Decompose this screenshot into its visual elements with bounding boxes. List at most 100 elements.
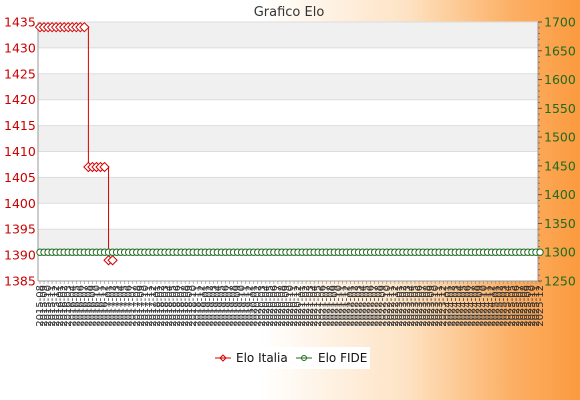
x-tick-label: 2016-08	[83, 285, 94, 327]
x-tick-label: 2017-01	[104, 285, 115, 327]
left-tick-label: 1405	[4, 170, 36, 185]
x-tick-label: 2025-05	[507, 285, 518, 327]
x-tick-label: 2018-06	[172, 285, 183, 327]
x-tick-label: 2022-07	[370, 285, 381, 327]
x-tick-label: 2022-01	[345, 285, 356, 327]
x-tick-label: 2024-09	[475, 285, 486, 327]
legend-box	[210, 347, 370, 369]
x-tick-label: 2024-10	[479, 285, 490, 327]
x-tick-label: 2020-08	[277, 285, 288, 327]
series-layer	[34, 21, 544, 266]
right-tick-label: 1450	[544, 158, 576, 173]
series-elo-fide	[36, 248, 544, 256]
x-tick-label: 2020-12	[293, 285, 304, 327]
legend-marker-elo-fide	[301, 355, 307, 361]
plot-band	[38, 22, 538, 48]
x-tick-label: 2019-05	[216, 285, 227, 327]
x-tick-label: 2025-08	[519, 285, 530, 327]
x-tick-label: 2024-12	[487, 285, 498, 327]
x-tick-label: 2024-05	[458, 285, 469, 327]
right-tick-label: 1650	[544, 43, 576, 58]
x-tick-label: 2023-03	[402, 285, 413, 327]
data-point-elo-italia	[79, 21, 90, 33]
left-tick-label: 1410	[4, 144, 36, 159]
x-tick-label: 2018-08	[180, 285, 191, 327]
x-tick-label: 2022-12	[390, 285, 401, 327]
right-tick-label: 1300	[544, 245, 576, 260]
left-tick-label: 1420	[4, 92, 36, 107]
x-tick-label: 2023-10	[430, 285, 441, 327]
x-tick-label: 2018-09	[184, 285, 195, 327]
x-tick-label: 2025-01	[491, 285, 502, 327]
left-axis-ticks: 1385 1390 1395 1400 1405 1410 1415 1420 1425 1430…	[4, 15, 36, 289]
x-tick-label: 2016-09	[87, 285, 98, 327]
left-tick-label: 1435	[4, 15, 36, 30]
x-tick-label: 2017-11	[144, 285, 155, 327]
x-tick-label: 2024-01	[442, 285, 453, 327]
x-tick-label: 2016-11	[95, 285, 106, 327]
x-tick-label: 2024-11	[483, 285, 494, 327]
x-tick-label: 2020-04	[261, 285, 272, 327]
x-tick-label: 2022-08	[374, 285, 385, 327]
x-tick-label: 2021-03	[305, 285, 316, 327]
right-tick-label: 1350	[544, 216, 576, 231]
x-tick-label: 2019-07	[225, 285, 236, 327]
x-tick-label: 2018-07	[176, 285, 187, 327]
x-tick-label: 2017-03	[112, 285, 123, 327]
x-tick-label: 2018-10	[188, 285, 199, 327]
x-tick-label: 2018-05	[168, 285, 179, 327]
x-tick-label: 2020-09	[281, 285, 292, 327]
x-tick-label: 2019-01	[200, 285, 211, 327]
x-tick-label: 2024-06	[462, 285, 473, 327]
x-tick-label: 2021-06	[317, 285, 328, 327]
legend: Elo Italia Elo FIDE	[210, 347, 370, 369]
x-tick-label: 2016-12	[100, 285, 111, 327]
legend-label-elo-fide: Elo FIDE	[318, 351, 367, 365]
x-tick-label: 2021-07	[321, 285, 332, 327]
x-tick-label: 2023-12	[438, 285, 449, 327]
x-tick-label: 2023-05	[410, 285, 421, 327]
x-tick-label: 2025-02	[495, 285, 506, 327]
x-tick-label: 2016-04	[67, 285, 78, 327]
x-tick-label: 2023-06	[414, 285, 425, 327]
x-tick-label: 2021-05	[313, 285, 324, 327]
legend-label-elo-italia: Elo Italia	[236, 351, 288, 365]
x-tick-label: 2021-12	[341, 285, 352, 327]
x-tick-label: 2020-06	[269, 285, 280, 327]
x-tick-label: 2018-04	[164, 285, 175, 327]
x-tick-label: 2021-10	[333, 285, 344, 327]
x-tick-label: 2021-02	[301, 285, 312, 327]
x-tick-label: 2017-05	[120, 285, 131, 327]
x-tick-label: 2025-10	[527, 285, 538, 327]
x-tick-label: 2015-10	[43, 285, 54, 327]
x-tick-label: 2024-08	[470, 285, 481, 327]
right-tick-label: 1400	[544, 187, 576, 202]
x-tick-label: 2019-11	[241, 285, 252, 327]
x-tick-label: 2023-07	[418, 285, 429, 327]
x-tick-label: 2022-10	[382, 285, 393, 327]
right-tick-label: 1500	[544, 130, 576, 145]
x-tick-label: 2019-03	[208, 285, 219, 327]
x-tick-label: 2018-11	[192, 285, 203, 327]
x-tick-label: 2025-11	[531, 285, 542, 327]
x-tick-label: 2025-06	[511, 285, 522, 327]
x-tick-label: 2017-02	[108, 285, 119, 327]
right-axis-ticks: 1250 1300 1350 1400 1450 1500 1550 1600 1650 1700	[538, 15, 576, 289]
x-tick-label: 2022-09	[378, 285, 389, 327]
x-tick-label: 2020-05	[265, 285, 276, 327]
x-tick-label: 2023-09	[426, 285, 437, 327]
x-tick-label: 2016-06	[75, 285, 86, 327]
x-tick-label: 2017-04	[116, 285, 127, 327]
data-point-elo-italia	[107, 255, 118, 266]
x-tick-label: 2018-01	[152, 285, 163, 327]
x-tick-label: 2021-01	[297, 285, 308, 327]
left-tick-label: 1430	[4, 40, 36, 55]
grid-lines	[37, 21, 539, 282]
x-tick-label: 2020-11	[289, 285, 300, 327]
left-tick-label: 1415	[4, 118, 36, 133]
legend-marker-elo-italia	[219, 354, 227, 362]
x-tick-label: 2019-04	[212, 285, 223, 327]
x-tick-label: 2018-02	[156, 285, 167, 327]
right-tick-label: 1700	[544, 15, 576, 30]
